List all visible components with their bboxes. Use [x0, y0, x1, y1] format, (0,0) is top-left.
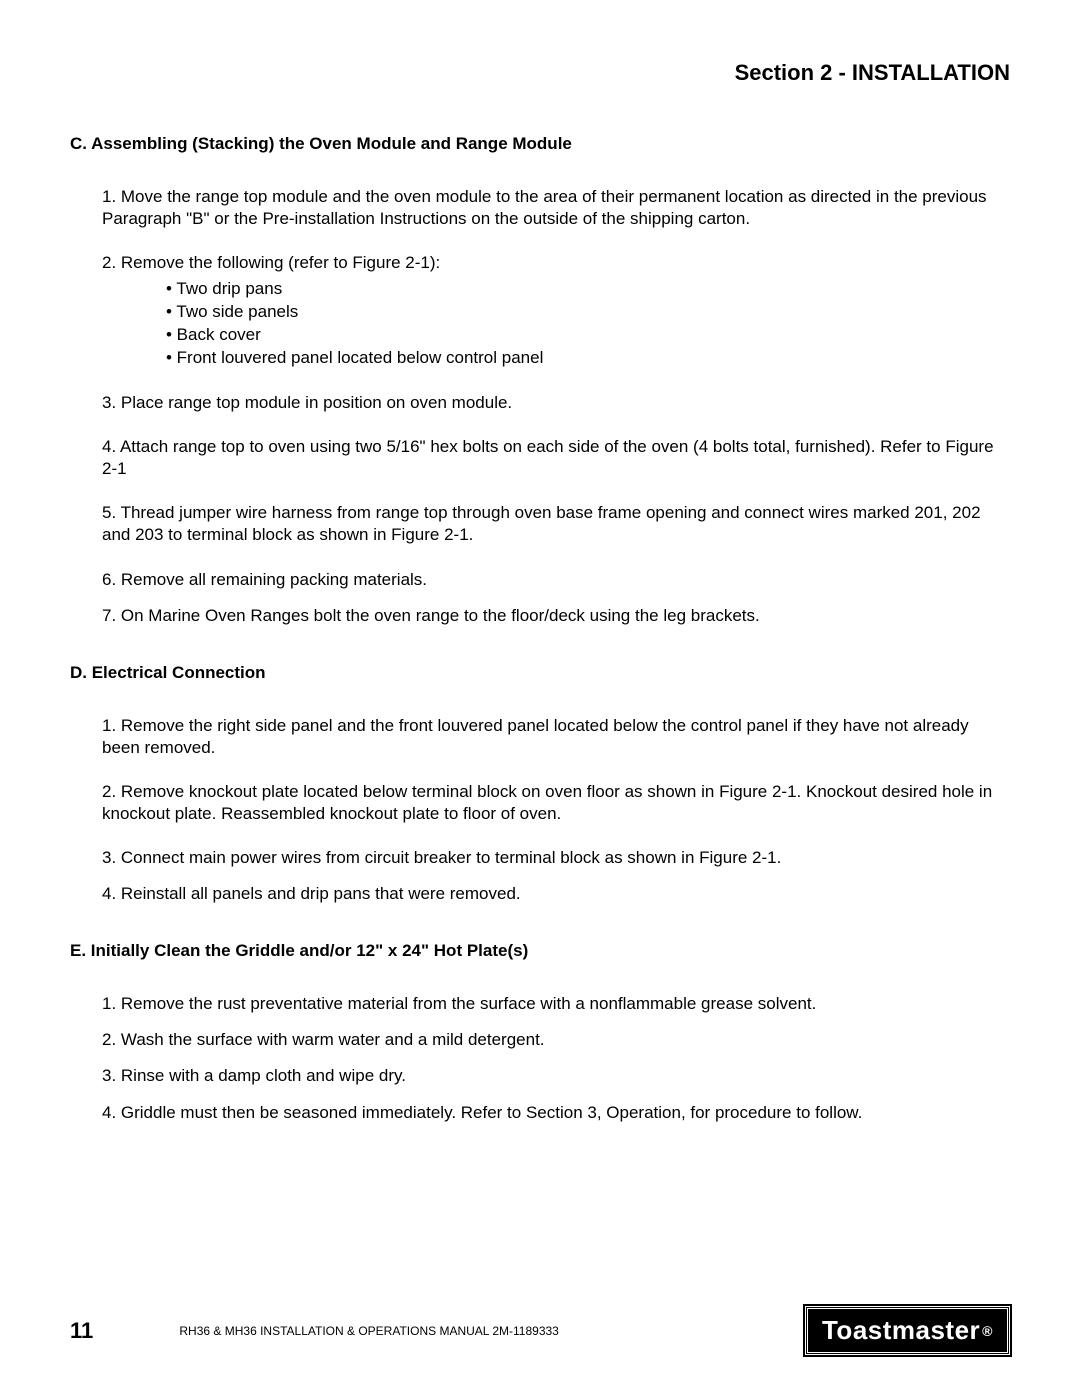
heading-e: E. Initially Clean the Griddle and/or 12… — [70, 941, 1010, 961]
e-item-2: 2. Wash the surface with warm water and … — [102, 1029, 1010, 1051]
d-item-2: 2. Remove knockout plate located below t… — [102, 781, 1010, 825]
e-item-4: 4. Griddle must then be seasoned immedia… — [102, 1102, 1010, 1124]
e-item-1: 1. Remove the rust preventative material… — [102, 993, 1010, 1015]
brand-name: Toastmaster — [822, 1315, 980, 1346]
c-item-2-lead: 2. Remove the following (refer to Figure… — [102, 252, 1010, 274]
registered-mark-icon: ® — [982, 1323, 993, 1339]
c-item-2-bullets: • Two drip pans • Two side panels • Back… — [102, 278, 1010, 370]
content-d: 1. Remove the right side panel and the f… — [70, 715, 1010, 906]
d-item-4: 4. Reinstall all panels and drip pans th… — [102, 883, 1010, 905]
bullet: • Two drip pans — [166, 278, 1010, 301]
c-item-4: 4. Attach range top to oven using two 5/… — [102, 436, 1010, 480]
bullet: • Back cover — [166, 324, 1010, 347]
c-item-5: 5. Thread jumper wire harness from range… — [102, 502, 1010, 546]
bullet: • Two side panels — [166, 301, 1010, 324]
page-content: Section 2 - INSTALLATION C. Assembling (… — [0, 0, 1080, 1124]
d-item-1: 1. Remove the right side panel and the f… — [102, 715, 1010, 759]
section-title: Section 2 - INSTALLATION — [70, 60, 1010, 86]
brand-logo: Toastmaster® — [805, 1306, 1010, 1355]
c-item-6: 6. Remove all remaining packing material… — [102, 569, 1010, 591]
c-item-1: 1. Move the range top module and the ove… — [102, 186, 1010, 230]
e-item-3: 3. Rinse with a damp cloth and wipe dry. — [102, 1065, 1010, 1087]
heading-c: C. Assembling (Stacking) the Oven Module… — [70, 134, 1010, 154]
c-item-3: 3. Place range top module in position on… — [102, 392, 1010, 414]
c-item-7: 7. On Marine Oven Ranges bolt the oven r… — [102, 605, 1010, 627]
manual-reference: RH36 & MH36 INSTALLATION & OPERATIONS MA… — [0, 1324, 805, 1338]
bullet: • Front louvered panel located below con… — [166, 347, 1010, 370]
content-e: 1. Remove the rust preventative material… — [70, 993, 1010, 1123]
page-footer: 11 RH36 & MH36 INSTALLATION & OPERATIONS… — [70, 1306, 1010, 1355]
heading-d: D. Electrical Connection — [70, 663, 1010, 683]
d-item-3: 3. Connect main power wires from circuit… — [102, 847, 1010, 869]
content-c: 1. Move the range top module and the ove… — [70, 186, 1010, 627]
